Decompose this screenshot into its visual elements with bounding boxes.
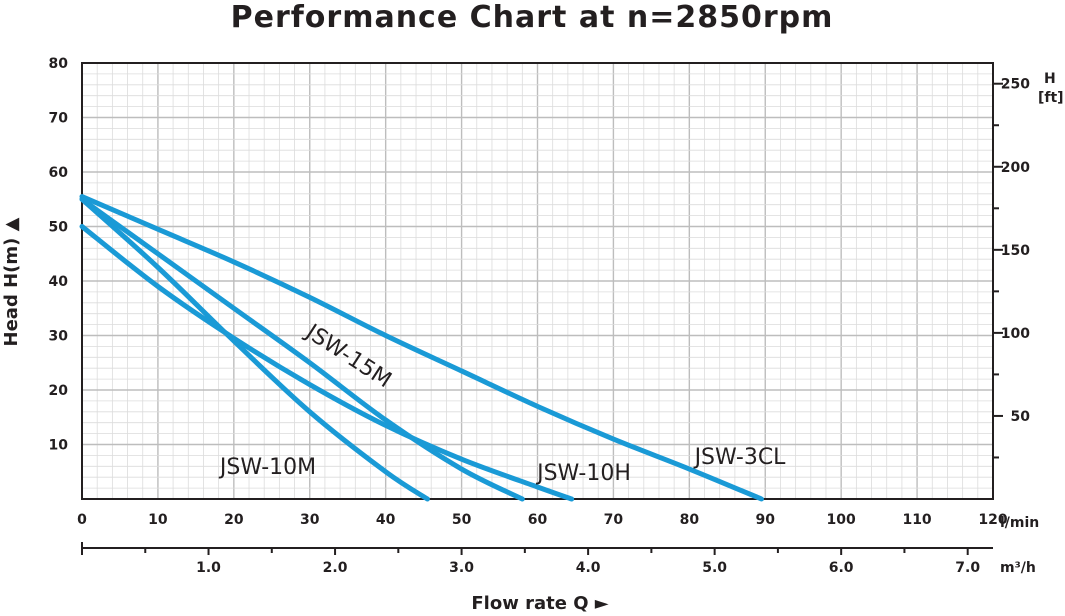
x-tick-label: 90 (756, 512, 776, 528)
y-tick-label: 70 (49, 111, 69, 127)
curve-jsw-3cl (79, 194, 764, 502)
x2-tick-label: 5.0 (702, 560, 727, 576)
curve-jsw-10h (79, 224, 575, 502)
curve-jsw-15m (79, 196, 525, 502)
x-tick-label: 110 (902, 512, 931, 528)
y-tick-label: 30 (49, 329, 69, 345)
series-label: JSW-15M (300, 319, 396, 393)
grid (82, 63, 993, 499)
x-tick-label: 100 (827, 512, 856, 528)
x-tick-label: 70 (604, 512, 624, 528)
y-tick-label: 40 (49, 274, 69, 290)
curve-jsw-10m (79, 196, 430, 502)
curves: JSW-10M JSW-15M JSW-10H JSW-3CL (79, 194, 787, 502)
x-axis-label: Flow rate Q ► (471, 593, 608, 614)
y2-tick-label: 250 (1001, 77, 1030, 93)
x-tick-label: 0 (77, 512, 87, 528)
x-unit-label: l/min (1000, 515, 1039, 531)
axis-ticks: 10 20 30 40 50 60 70 80 0 10 20 30 40 50 60 70 80 90 100 11… (49, 56, 1031, 576)
x2-tick-label: 2.0 (323, 560, 348, 576)
x-tick-label: 30 (300, 512, 320, 528)
y-tick-label: 20 (49, 383, 69, 399)
y2-tick-label: 100 (1001, 326, 1030, 342)
x2-tick-label: 1.0 (196, 560, 221, 576)
x2-tick-label: 3.0 (449, 560, 474, 576)
x2-tick-label: 4.0 (576, 560, 601, 576)
x-tick-label: 10 (148, 512, 168, 528)
series-label: JSW-3CL (693, 445, 787, 470)
x2-unit-label: m³/h (1000, 560, 1036, 576)
y2-tick-label: 200 (1001, 160, 1030, 176)
x-tick-label: 50 (452, 512, 472, 528)
y-tick-label: 10 (49, 438, 69, 454)
y-tick-label: 80 (49, 56, 69, 72)
y2-tick-label: 50 (1011, 409, 1031, 425)
x-tick-label: 120 (978, 512, 1007, 528)
x2-tick-label: 7.0 (955, 560, 980, 576)
series-label: JSW-10H (535, 461, 631, 486)
plot-frame (81, 62, 994, 500)
x-tick-label: 40 (376, 512, 396, 528)
y-axis-label: Head H(m) ▲ (1, 217, 22, 346)
y-tick-label: 60 (49, 165, 69, 181)
x-tick-label: 80 (680, 512, 700, 528)
y2-unit-label-h: H (1044, 71, 1056, 87)
x-tick-label: 20 (224, 512, 244, 528)
x-tick-label: 60 (528, 512, 548, 528)
y2-tick-label: 150 (1001, 243, 1030, 259)
series-label: JSW-10M (218, 455, 316, 480)
y-tick-label: 50 (49, 220, 69, 236)
y2-unit-label-ft: [ft] (1038, 90, 1064, 106)
chart-title: Performance Chart at n=2850rpm (231, 0, 834, 35)
x2-tick-label: 6.0 (829, 560, 854, 576)
